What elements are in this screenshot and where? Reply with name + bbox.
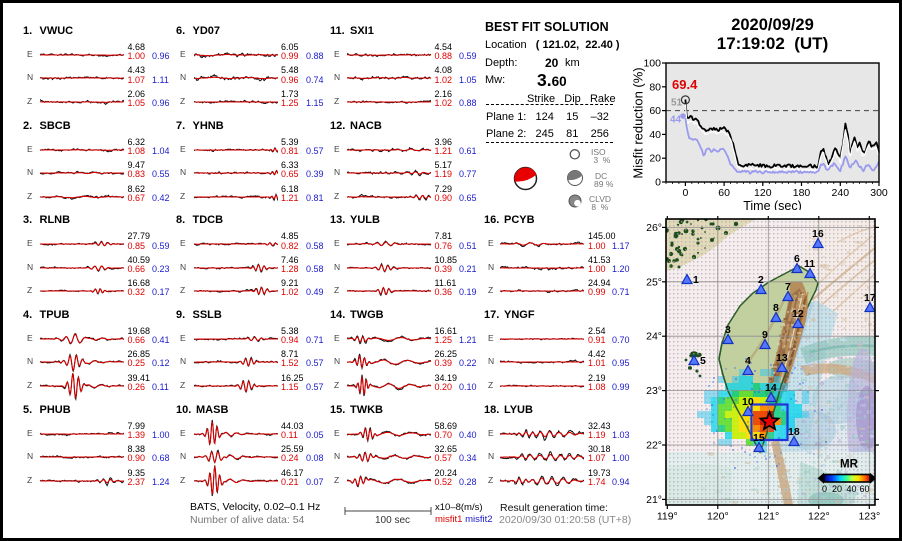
svg-text:16: 16 bbox=[812, 228, 824, 240]
svg-text:60: 60 bbox=[649, 105, 661, 117]
svg-text:40: 40 bbox=[649, 129, 661, 141]
svg-text:20: 20 bbox=[832, 484, 842, 494]
svg-text:122°: 122° bbox=[808, 511, 830, 523]
svg-text:100: 100 bbox=[643, 58, 661, 70]
svg-text:3: 3 bbox=[725, 324, 731, 336]
svg-text:4: 4 bbox=[745, 355, 751, 367]
svg-text:300: 300 bbox=[870, 187, 888, 199]
svg-text:0: 0 bbox=[682, 187, 688, 199]
svg-text:2: 2 bbox=[758, 274, 764, 286]
svg-text:180: 180 bbox=[793, 187, 811, 199]
svg-text:60: 60 bbox=[718, 187, 730, 199]
svg-text:Time (sec): Time (sec) bbox=[743, 199, 802, 210]
svg-text:10: 10 bbox=[742, 396, 754, 408]
svg-text:51: 51 bbox=[671, 98, 683, 109]
svg-text:14: 14 bbox=[765, 382, 777, 394]
svg-text:240: 240 bbox=[832, 187, 850, 199]
svg-text:24°: 24° bbox=[646, 331, 662, 343]
svg-text:18: 18 bbox=[788, 426, 800, 438]
svg-text:15: 15 bbox=[753, 432, 765, 444]
svg-text:9: 9 bbox=[762, 329, 768, 341]
svg-text:40: 40 bbox=[847, 484, 857, 494]
svg-text:6: 6 bbox=[794, 253, 800, 265]
svg-text:23°: 23° bbox=[646, 385, 662, 397]
svg-text:25°: 25° bbox=[646, 276, 662, 288]
svg-text:123°: 123° bbox=[858, 511, 880, 523]
svg-text:17: 17 bbox=[864, 292, 876, 304]
svg-text:60: 60 bbox=[860, 484, 870, 494]
svg-text:MR: MR bbox=[840, 459, 859, 471]
svg-text:11: 11 bbox=[804, 258, 815, 270]
svg-text:26°: 26° bbox=[646, 222, 662, 234]
svg-text:80: 80 bbox=[649, 81, 661, 93]
svg-text:120°: 120° bbox=[707, 511, 729, 523]
svg-text:69.4: 69.4 bbox=[672, 77, 698, 92]
svg-text:12: 12 bbox=[792, 308, 804, 320]
svg-text:22°: 22° bbox=[646, 440, 662, 452]
svg-text:1: 1 bbox=[693, 274, 699, 286]
svg-text:121°: 121° bbox=[757, 511, 779, 523]
svg-text:119°: 119° bbox=[657, 511, 678, 523]
svg-text:0: 0 bbox=[822, 484, 827, 494]
svg-text:44: 44 bbox=[670, 115, 682, 126]
svg-text:20: 20 bbox=[649, 153, 661, 165]
svg-text:7: 7 bbox=[785, 281, 791, 293]
svg-text:13: 13 bbox=[776, 352, 788, 364]
svg-text:21°: 21° bbox=[646, 494, 662, 506]
svg-text:5: 5 bbox=[700, 355, 706, 367]
svg-text:8: 8 bbox=[773, 302, 779, 314]
svg-text:0: 0 bbox=[655, 177, 661, 189]
svg-text:120: 120 bbox=[754, 187, 772, 199]
